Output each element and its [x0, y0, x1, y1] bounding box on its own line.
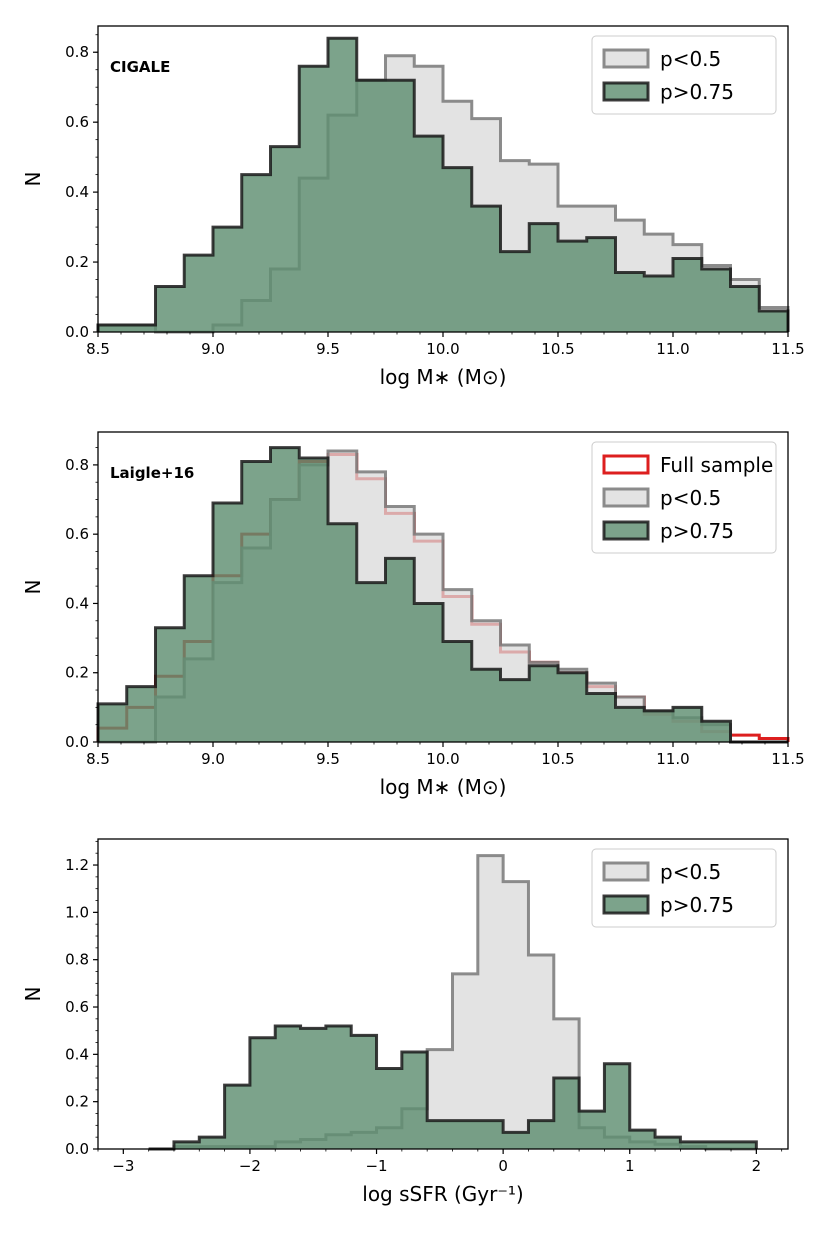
x-axis-label: log sSFR (Gyr⁻¹) — [362, 1182, 523, 1206]
x-tick-label: 9.0 — [201, 750, 225, 768]
series-high — [96, 36, 790, 333]
legend-swatch-high — [602, 81, 650, 102]
series-high — [148, 1024, 758, 1151]
legend-swatch-low — [602, 48, 650, 69]
legend: p<0.5 p>0.75 — [591, 848, 777, 928]
x-tick-label: 11.0 — [656, 340, 689, 358]
legend-swatch-low — [602, 861, 650, 882]
x-tick-label: 9.5 — [316, 750, 340, 768]
x-tick-label: 9.5 — [316, 340, 340, 358]
y-tick-label: 0.0 — [65, 323, 89, 341]
y-tick-label: 0.8 — [65, 951, 89, 969]
histogram-outline — [96, 446, 788, 744]
panel-annotation: Laigle+16 — [110, 464, 194, 482]
legend-label: p>0.75 — [660, 80, 734, 104]
y-tick-label: 0.4 — [65, 594, 89, 612]
x-tick-label: 1 — [625, 1157, 635, 1175]
x-tick-label: −1 — [365, 1157, 387, 1175]
y-tick-label: 0.8 — [65, 456, 89, 474]
y-tick-label: 0.2 — [65, 664, 89, 682]
x-tick-label: 11.5 — [771, 340, 804, 358]
x-tick-label: 11.5 — [771, 750, 804, 768]
x-tick-label: 9.0 — [201, 340, 225, 358]
y-tick-label: 0.6 — [65, 113, 89, 131]
chart-panel-2: 8.5 9.0 9.5 10.0 10.5 11.0 11.5 0.0 0.2 0.4 0.6 0.8… — [21, 431, 805, 799]
legend-label: p<0.5 — [660, 47, 721, 71]
y-axis-label: N — [21, 172, 45, 187]
chart-panel-3: −3 −2 −1 0 1 2 0.0 0.2 0.4 0.6 0.8 1.0 1.2 log sSFR (… — [21, 838, 789, 1206]
series-high — [96, 446, 788, 744]
x-tick-label: 10.0 — [426, 340, 459, 358]
y-tick-label: 0.8 — [65, 43, 89, 61]
legend: Full sample p<0.5 p>0.75 — [591, 441, 777, 554]
legend-swatch-low — [602, 487, 650, 508]
y-tick-label: 1.0 — [65, 903, 89, 921]
y-tick-label: 0.6 — [65, 525, 89, 543]
x-tick-label: 8.5 — [86, 750, 110, 768]
histogram-fill — [98, 447, 788, 742]
x-tick-label: −2 — [239, 1157, 261, 1175]
x-tick-label: −3 — [112, 1157, 134, 1175]
legend: p<0.5 p>0.75 — [591, 35, 777, 115]
histogram-outline — [148, 1024, 758, 1151]
x-tick-label: 10.0 — [426, 750, 459, 768]
y-tick-label: 0.0 — [65, 733, 89, 751]
y-tick-label: 1.2 — [65, 856, 89, 874]
legend-swatch-high — [602, 520, 650, 541]
x-axis-label: log M∗ (M⊙) — [380, 775, 507, 799]
x-tick-label: 2 — [752, 1157, 762, 1175]
y-tick-label: 0.6 — [65, 998, 89, 1016]
panel-annotation: CIGALE — [110, 58, 170, 76]
y-tick-label: 0.2 — [65, 253, 89, 271]
axes-frame — [97, 838, 789, 1150]
histogram-outline — [96, 36, 790, 332]
legend-swatch-full — [602, 454, 650, 475]
y-tick-label: 0.0 — [65, 1140, 89, 1158]
legend-label: p>0.75 — [660, 519, 734, 543]
legend-label: p<0.5 — [660, 486, 721, 510]
x-tick-label: 10.5 — [541, 750, 574, 768]
x-tick-label: 8.5 — [86, 340, 110, 358]
legend-label: p>0.75 — [660, 893, 734, 917]
x-tick-label: 0 — [498, 1157, 508, 1175]
y-tick-label: 0.2 — [65, 1093, 89, 1111]
legend-label: p<0.5 — [660, 860, 721, 884]
y-tick-label: 0.4 — [65, 183, 89, 201]
legend-swatch-high — [602, 894, 650, 915]
x-axis-label: log M∗ (M⊙) — [380, 365, 507, 389]
y-axis-label: N — [21, 987, 45, 1002]
chart-panel-1: 8.5 9.0 9.5 10.0 10.5 11.0 11.5 0.0 0.2 0.4 0.6 0.8… — [21, 25, 805, 389]
x-tick-label: 10.5 — [541, 340, 574, 358]
y-tick-label: 0.4 — [65, 1045, 89, 1063]
y-axis-label: N — [21, 580, 45, 595]
x-tick-label: 11.0 — [656, 750, 689, 768]
legend-label: Full sample — [660, 453, 773, 477]
histogram-fill — [148, 1025, 757, 1149]
